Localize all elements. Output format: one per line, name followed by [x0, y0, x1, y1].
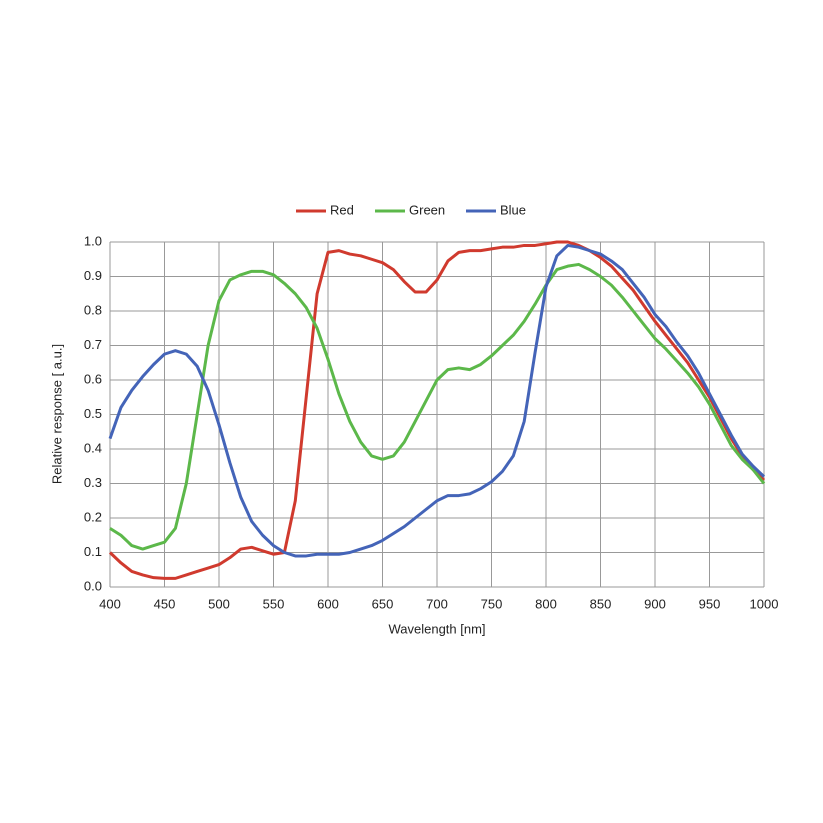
x-tick-label: 450	[154, 596, 176, 611]
x-tick-label: 700	[426, 596, 448, 611]
y-tick-label: 0.2	[84, 509, 102, 524]
x-tick-label: 800	[535, 596, 557, 611]
y-tick-label: 0.3	[84, 475, 102, 490]
x-tick-label: 650	[372, 596, 394, 611]
legend-label: Blue	[500, 202, 526, 217]
y-tick-label: 0.4	[84, 440, 102, 455]
x-axis-label: Wavelength [nm]	[388, 621, 485, 636]
y-tick-label: 0.5	[84, 406, 102, 421]
x-tick-label: 850	[590, 596, 612, 611]
y-axis-label: Relative response [ a.u.]	[49, 344, 64, 484]
y-tick-label: 0.6	[84, 371, 102, 386]
x-tick-label: 950	[699, 596, 721, 611]
y-tick-label: 0.8	[84, 302, 102, 317]
legend-label: Green	[409, 202, 445, 217]
x-tick-label: 900	[644, 596, 666, 611]
y-tick-label: 0.1	[84, 544, 102, 559]
x-tick-label: 500	[208, 596, 230, 611]
x-tick-label: 750	[481, 596, 503, 611]
x-tick-label: 600	[317, 596, 339, 611]
y-tick-label: 0.9	[84, 268, 102, 283]
x-tick-label: 1000	[750, 596, 779, 611]
y-tick-label: 0.0	[84, 578, 102, 593]
series-line	[108, 240, 766, 580]
y-tick-label: 0.7	[84, 337, 102, 352]
series-line	[108, 243, 766, 558]
legend-label: Red	[330, 202, 354, 217]
series-line	[109, 262, 766, 551]
x-tick-label: 550	[263, 596, 285, 611]
y-tick-label: 1.0	[84, 233, 102, 248]
x-tick-label: 400	[99, 596, 121, 611]
